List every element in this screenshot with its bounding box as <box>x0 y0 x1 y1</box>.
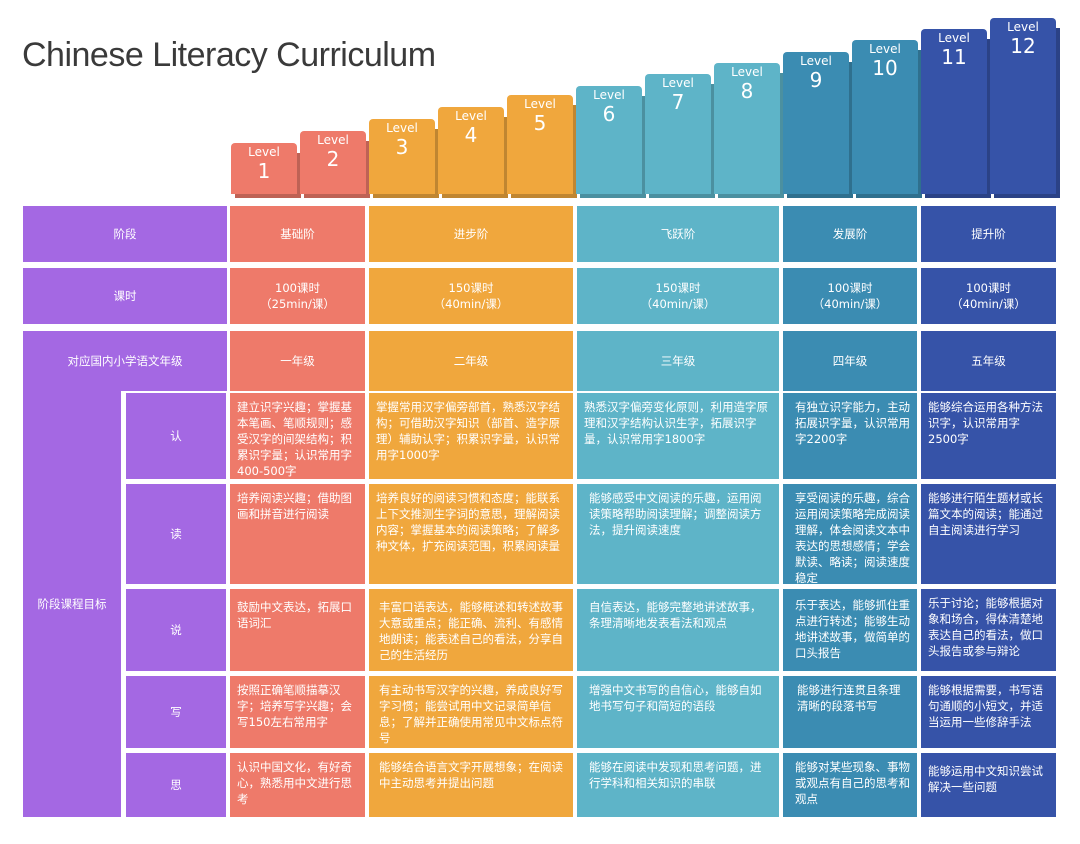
grade-cell: 四年级 <box>783 331 917 391</box>
goal-shuo-cell: 自信表达，能够完整地讲述故事，条理清晰地发表看法和观点 <box>577 589 779 671</box>
level-number: 11 <box>941 45 967 69</box>
sub-row-ren: 认 <box>126 393 226 479</box>
level-word: Level <box>800 54 832 68</box>
level-number: 6 <box>602 102 616 126</box>
goal-xie-cell: 增强中文书写的自信心，能够自如地书写句子和简短的语段 <box>577 676 779 748</box>
level-number: 7 <box>671 90 685 114</box>
sub-row-si: 思 <box>126 753 226 817</box>
level-word: Level <box>938 31 970 45</box>
grade-cell: 五年级 <box>921 331 1056 391</box>
goal-du-cell: 享受阅读的乐趣，综合运用阅读策略完成阅读理解，体会阅读文本中表达的思想感情；学会… <box>783 484 917 585</box>
goal-si-cell: 认识中国文化，有好奇心，熟悉用中文进行思考 <box>230 753 365 817</box>
level-block-5: Level 5 <box>507 95 573 194</box>
goal-xie-cell: 能够进行连贯且条理清晰的段落书写 <box>783 676 917 748</box>
goal-du-cell: 能够进行陌生题材或长篇文本的阅读；能通过自主阅读进行学习 <box>921 484 1056 584</box>
row-header-stage: 阶段 <box>23 206 227 262</box>
goal-si-cell: 能够在阅读中发现和思考问题，进行学科和相关知识的串联 <box>577 753 779 817</box>
level-number: 1 <box>257 159 271 183</box>
goal-du-cell: 培养良好的阅读习惯和态度；能联系上下文推测生字词的意思，理解阅读内容；掌握基本的… <box>369 484 573 584</box>
level-block-6: Level 6 <box>576 86 642 194</box>
hours-count: 100课时 <box>275 281 320 295</box>
goal-si-cell: 能够对某些现象、事物或观点有自己的思考和观点 <box>783 753 917 817</box>
page-title: Chinese Literacy Curriculum <box>22 36 436 74</box>
level-word: Level <box>524 97 556 111</box>
level-block-10: Level 10 <box>852 40 918 194</box>
level-block-7: Level 7 <box>645 74 711 194</box>
level-number: 10 <box>872 56 898 80</box>
hours-count: 100课时 <box>827 281 873 295</box>
stage-cell: 基础阶 <box>230 206 365 262</box>
level-word: Level <box>731 65 763 79</box>
level-number: 2 <box>326 147 340 171</box>
hours-cell: 150课时 （40min/课） <box>577 268 779 324</box>
sub-row-xie: 写 <box>126 676 226 748</box>
level-block-1: Level 1 <box>231 143 297 194</box>
goal-du-cell: 能够感受中文阅读的乐趣，运用阅读策略帮助阅读理解；调整阅读方法，提升阅读速度 <box>577 484 779 584</box>
level-word: Level <box>248 145 280 159</box>
level-number: 4 <box>464 123 478 147</box>
grade-cell: 一年级 <box>230 331 365 391</box>
hours-cell: 100课时 （40min/课） <box>783 268 917 324</box>
goal-shuo-cell: 乐于表达，能够抓住重点进行转述；能够生动地讲述故事，做简单的口头报告 <box>783 589 917 671</box>
level-number: 5 <box>533 111 547 135</box>
goal-si-cell: 能够运用中文知识尝试解决一些问题 <box>921 753 1056 817</box>
grade-cell: 三年级 <box>577 331 779 391</box>
hours-duration: （40min/课） <box>812 297 888 311</box>
hours-duration: （25min/课） <box>260 297 335 311</box>
sub-row-du: 读 <box>126 484 226 584</box>
level-word: Level <box>593 88 625 102</box>
hours-count: 150课时 <box>655 281 701 295</box>
level-block-12: Level 12 <box>990 18 1056 194</box>
level-word: Level <box>1007 20 1039 34</box>
level-number: 8 <box>740 79 754 103</box>
goal-si-cell: 能够结合语言文字开展想象；在阅读中主动思考并提出问题 <box>369 753 573 817</box>
level-word: Level <box>662 76 694 90</box>
goal-shuo-cell: 丰富口语表达，能够概述和转述故事大意或重点；能正确、流利、有感情地朗读；能表述自… <box>369 589 573 671</box>
goal-xie-cell: 能够根据需要，书写语句通顺的小短文，并适当运用一些修辞手法 <box>921 676 1056 748</box>
goal-du-cell: 培养阅读兴趣；借助图画和拼音进行阅读 <box>230 484 365 584</box>
hours-count: 150课时 <box>448 281 494 295</box>
goal-shuo-cell: 乐于讨论；能够根据对象和场合，得体清楚地表达自己的看法，做口头报告或参与辩论 <box>921 589 1056 671</box>
level-block-8: Level 8 <box>714 63 780 194</box>
hours-duration: （40min/课） <box>433 297 509 311</box>
level-word: Level <box>455 109 487 123</box>
goal-ren-cell: 有独立识字能力，主动拓展识字量，认识常用字2200字 <box>783 393 917 479</box>
stage-cell: 发展阶 <box>783 206 917 262</box>
level-word: Level <box>869 42 901 56</box>
level-number: 3 <box>395 135 409 159</box>
goal-ren-cell: 熟悉汉字偏旁变化原则，利用造字原理和汉字结构认识生字，拓展识字量，认识常用字18… <box>577 393 779 479</box>
level-block-2: Level 2 <box>300 131 366 194</box>
hours-count: 100课时 <box>966 281 1011 295</box>
sub-row-shuo: 说 <box>126 589 226 671</box>
goal-xie-cell: 按照正确笔顺描摹汉字；培养写字兴趣；会写150左右常用字 <box>230 676 365 748</box>
level-number: 12 <box>1010 34 1036 58</box>
level-word: Level <box>386 121 418 135</box>
level-block-11: Level 11 <box>921 29 987 194</box>
row-header-goals: 阶段课程目标 <box>23 391 121 817</box>
hours-cell: 100课时 （40min/课） <box>921 268 1056 324</box>
level-word: Level <box>317 133 349 147</box>
hours-duration: （40min/课） <box>640 297 716 311</box>
stage-cell: 提升阶 <box>921 206 1056 262</box>
goal-ren-cell: 掌握常用汉字偏旁部首，熟悉汉字结构；可借助汉字知识（部首、造字原理）辅助认字；积… <box>369 393 573 479</box>
level-block-3: Level 3 <box>369 119 435 194</box>
row-header-hours: 课时 <box>23 268 227 324</box>
level-number: 9 <box>809 68 823 92</box>
goal-ren-cell: 建立识字兴趣；掌握基本笔画、笔顺规则；感受汉字的间架结构；积累识字量；认识常用字… <box>230 393 365 479</box>
goal-xie-cell: 有主动书写汉字的兴趣，养成良好写字习惯；能尝试用中文记录简单信息；了解并正确使用… <box>369 676 573 748</box>
goal-shuo-cell: 鼓励中文表达，拓展口语词汇 <box>230 589 365 671</box>
level-block-4: Level 4 <box>438 107 504 194</box>
goal-ren-cell: 能够综合运用各种方法识字，认识常用字2500字 <box>921 393 1056 479</box>
hours-cell: 100课时 （25min/课） <box>230 268 365 324</box>
row-header-grade: 对应国内小学语文年级 <box>23 331 227 391</box>
hours-cell: 150课时 （40min/课） <box>369 268 573 324</box>
level-block-9: Level 9 <box>783 52 849 194</box>
hours-duration: （40min/课） <box>951 297 1026 311</box>
stage-cell: 飞跃阶 <box>577 206 779 262</box>
grade-cell: 二年级 <box>369 331 573 391</box>
stage-cell: 进步阶 <box>369 206 573 262</box>
